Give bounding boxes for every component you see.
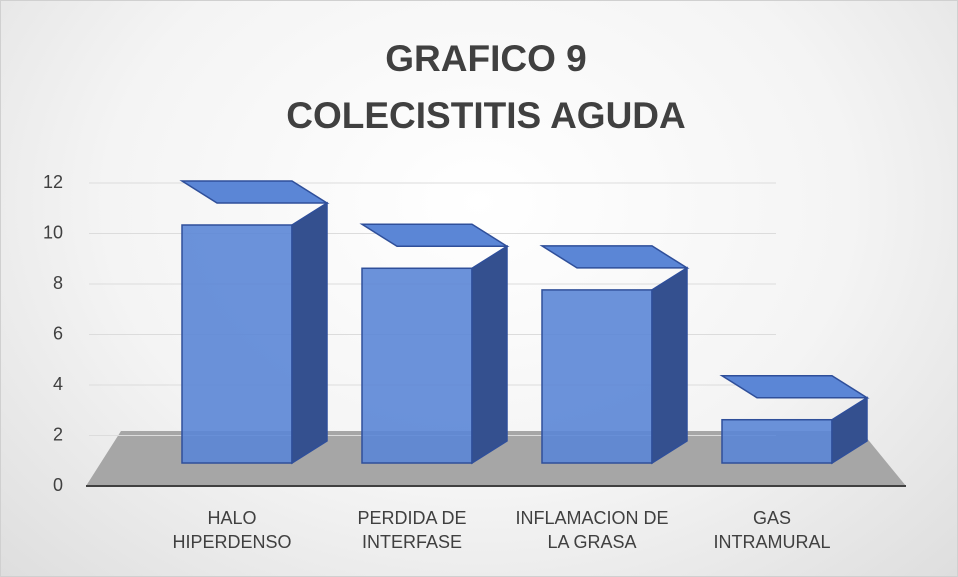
bar-top [539,245,690,269]
bar-top [179,180,330,204]
y-tick-label: 4 [53,374,63,394]
y-tick-label: 6 [53,323,63,343]
bar-side [291,201,328,465]
bar-front [361,267,473,464]
bar-side [651,266,688,465]
bar-top [719,374,870,399]
y-tick-label: 10 [43,222,63,242]
x-tick-label: INFLAMACION DE LA GRASA [515,508,669,552]
x-tick-label: PERDIDA DE INTERFASE [357,508,467,552]
x-tick-label: GAS INTRAMURAL [713,508,831,552]
bar-front [721,418,833,464]
bar-front [541,289,653,464]
x-tick-label: HALO HIPERDENSO [172,508,292,552]
chart-title: GRAFICO 9 [385,38,586,79]
y-tick-label: 8 [53,273,63,293]
y-tick-label: 12 [43,172,63,192]
chart-subtitle: COLECISTITIS AGUDA [286,95,685,136]
bar-front [181,224,293,464]
bar-side [831,396,868,465]
bar-side [471,244,508,465]
bar-top [359,223,510,248]
y-tick-label: 2 [53,424,63,444]
y-tick-label: 0 [53,475,63,495]
